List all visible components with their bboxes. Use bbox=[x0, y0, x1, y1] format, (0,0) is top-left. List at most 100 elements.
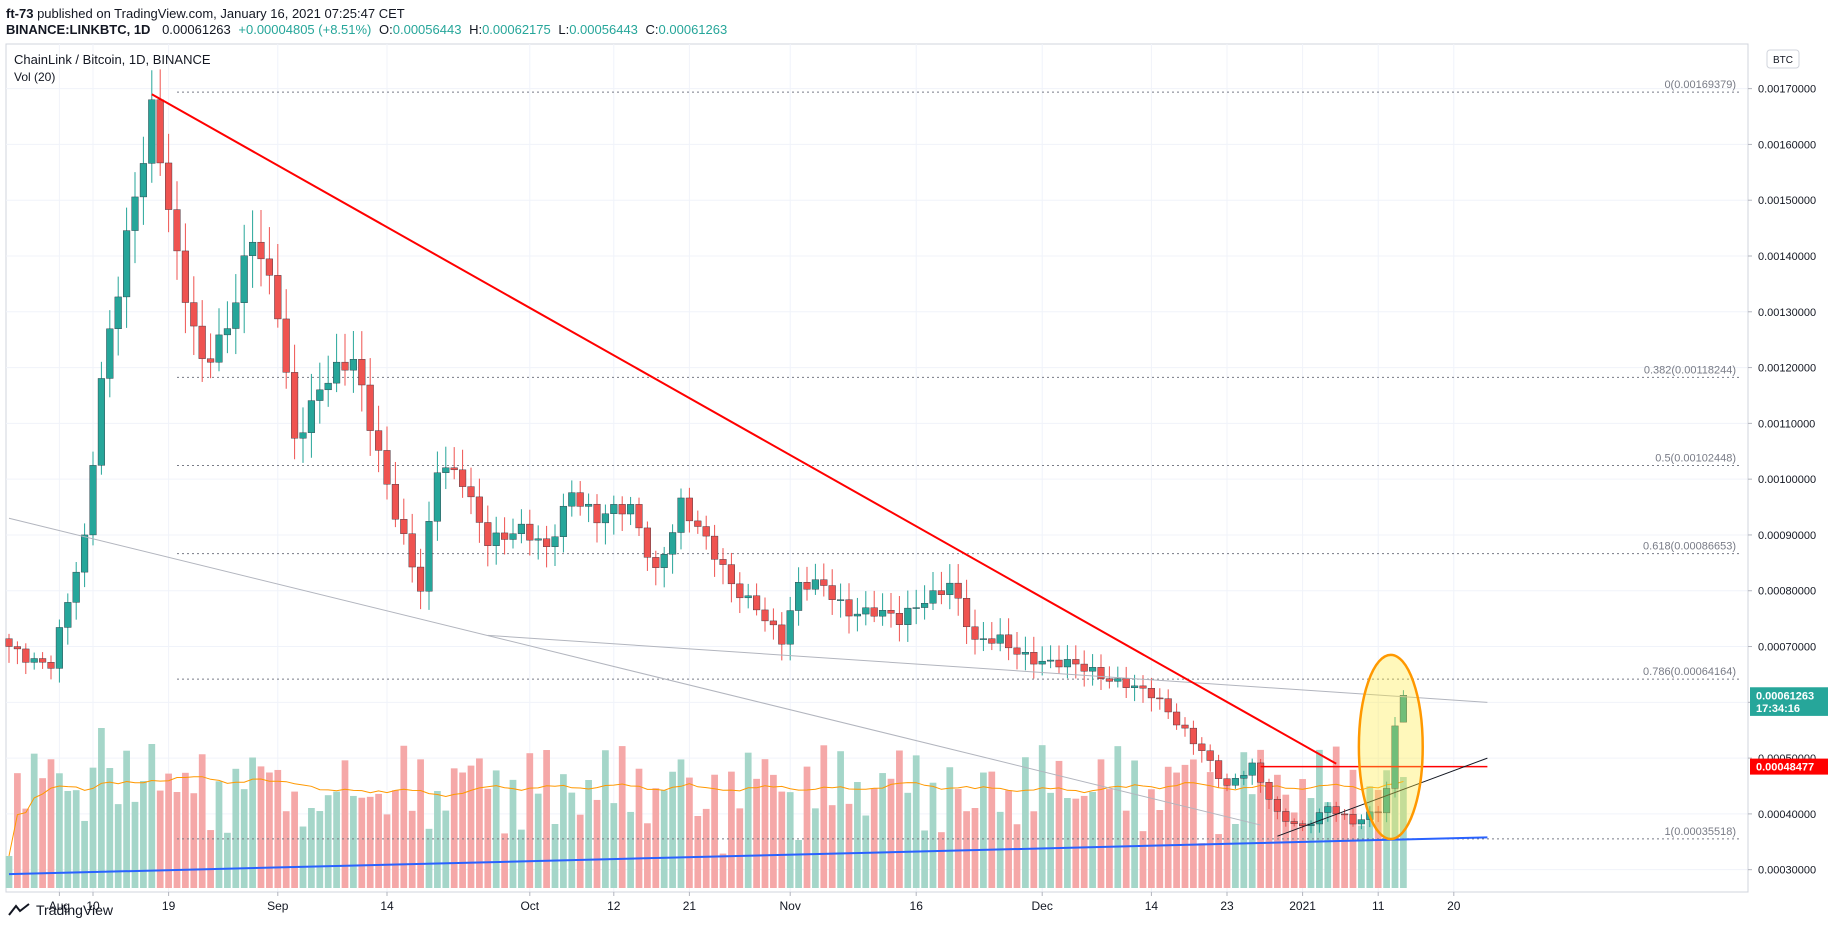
candle-body bbox=[425, 521, 433, 592]
volume-bar bbox=[812, 808, 819, 888]
price-tick-label: 0.00100000 bbox=[1758, 474, 1816, 486]
candle-body bbox=[30, 658, 38, 663]
volume-bar bbox=[1383, 770, 1390, 888]
candle-body bbox=[887, 610, 895, 614]
volume-bars bbox=[5, 728, 1407, 888]
time-tick-label: 23 bbox=[1220, 899, 1234, 913]
volume-bar bbox=[72, 790, 80, 888]
candle-body bbox=[223, 328, 231, 336]
candle-body bbox=[1240, 775, 1248, 779]
candle-body bbox=[232, 302, 240, 329]
candle-body bbox=[97, 378, 105, 466]
volume-bar bbox=[350, 795, 357, 888]
candle-body bbox=[1147, 688, 1155, 699]
candle-body bbox=[769, 620, 777, 626]
volume-bar bbox=[308, 808, 315, 888]
candle-body bbox=[694, 520, 702, 527]
volume-bar bbox=[551, 824, 559, 888]
candle-body bbox=[1198, 743, 1206, 751]
candle-body bbox=[139, 163, 147, 198]
volume-bar bbox=[1358, 825, 1365, 888]
price-axis[interactable]: 0.000300000.000400000.000500000.00060000… bbox=[1748, 84, 1816, 877]
tradingview-logo[interactable]: TradingView bbox=[8, 902, 113, 918]
candle-body bbox=[685, 497, 693, 522]
currency-badge[interactable] bbox=[1766, 49, 1800, 69]
candle-body bbox=[1063, 659, 1071, 668]
price-label-box bbox=[1750, 758, 1828, 775]
volume-bar bbox=[912, 755, 920, 888]
volume-bar bbox=[1299, 779, 1306, 888]
price-label-text: 0.00048477 bbox=[1756, 762, 1814, 774]
volume-bar bbox=[190, 793, 198, 888]
volume-bar bbox=[81, 820, 88, 888]
candle-body bbox=[39, 658, 47, 663]
volume-bar bbox=[1089, 791, 1096, 888]
candle-body bbox=[811, 579, 819, 590]
volume-bar bbox=[896, 750, 903, 888]
time-axis[interactable]: Aug 10 19 Sep 14 Oct 12 21 Nov 16 Dec 14 23 2021 11 20 bbox=[49, 892, 1461, 913]
volume-bar bbox=[22, 808, 30, 888]
candle-body bbox=[383, 450, 391, 485]
candle-body bbox=[333, 361, 341, 384]
time-tick-label: 21 bbox=[683, 899, 697, 913]
candle-body bbox=[929, 590, 937, 604]
candle-body bbox=[148, 99, 156, 164]
volume-bar bbox=[1240, 752, 1248, 888]
candle-body bbox=[1315, 812, 1323, 825]
support-line bbox=[8, 836, 1488, 876]
candle-body bbox=[904, 607, 912, 625]
candle-body bbox=[1349, 813, 1357, 825]
candle-body bbox=[316, 389, 324, 401]
candle-body bbox=[912, 607, 920, 609]
author-name[interactable]: ft-73 bbox=[6, 6, 34, 21]
fib-level-label: 0(0.00169379) bbox=[1664, 79, 1736, 91]
volume-bar bbox=[366, 796, 374, 888]
candle-body bbox=[391, 484, 399, 520]
price-tick-label: 0.00110000 bbox=[1758, 418, 1815, 430]
candle-body bbox=[123, 230, 131, 298]
highlight-ellipse bbox=[1357, 653, 1424, 841]
time-tick-label: 12 bbox=[607, 899, 621, 913]
volume-bar bbox=[434, 791, 441, 888]
volume-bar bbox=[635, 768, 643, 888]
volume-bar bbox=[828, 805, 836, 888]
low-label: L: bbox=[558, 22, 570, 37]
candle-body bbox=[64, 602, 72, 628]
candle-body bbox=[1005, 634, 1013, 649]
volume-bar bbox=[14, 773, 21, 888]
volume-bar bbox=[971, 808, 979, 888]
candle-body bbox=[349, 359, 357, 371]
candle-body bbox=[1332, 806, 1340, 815]
volume-bar bbox=[652, 788, 660, 888]
candle-body bbox=[450, 467, 458, 471]
candle-body bbox=[509, 533, 517, 540]
volume-bar bbox=[266, 772, 273, 888]
candle-body bbox=[257, 241, 265, 260]
volume-bar bbox=[1198, 843, 1206, 888]
volume-bar bbox=[644, 823, 651, 888]
candle-body bbox=[526, 523, 534, 541]
volume-bar bbox=[946, 767, 954, 888]
time-tick-label: 14 bbox=[1145, 899, 1159, 913]
candle-body bbox=[467, 486, 475, 498]
volume-bar bbox=[392, 790, 399, 888]
channel-upper-line bbox=[8, 517, 1261, 826]
close-label: C: bbox=[645, 22, 659, 37]
candle-body bbox=[1206, 750, 1214, 761]
price-label-box bbox=[1750, 687, 1828, 704]
volume-bar bbox=[602, 750, 609, 888]
candle-body bbox=[559, 505, 567, 537]
volume-bar bbox=[417, 759, 424, 888]
volume-bar bbox=[182, 772, 189, 888]
volume-bar bbox=[341, 760, 349, 888]
candle-body bbox=[131, 196, 139, 231]
volume-bar bbox=[249, 757, 256, 888]
volume-bar bbox=[257, 766, 265, 888]
volume-bar bbox=[1030, 811, 1038, 888]
volume-bar bbox=[509, 779, 517, 888]
low-value: 0.00056443 bbox=[569, 22, 638, 37]
time-tick-label: 2021 bbox=[1289, 899, 1316, 913]
volume-bar bbox=[795, 840, 802, 888]
